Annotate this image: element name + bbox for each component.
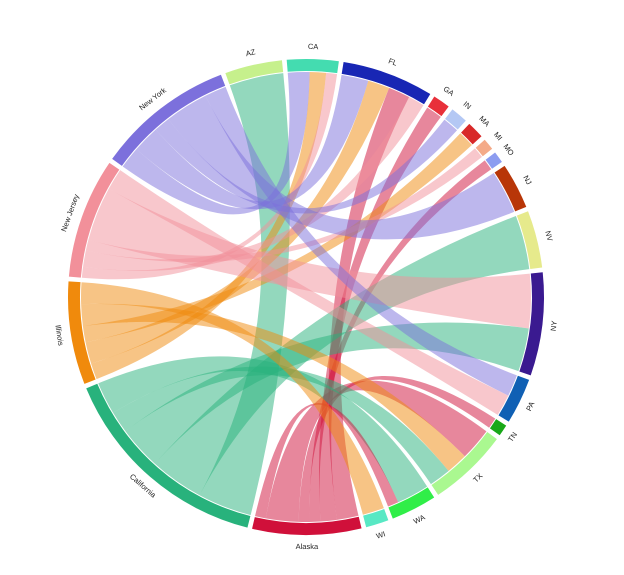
ribbon-wi-to-illinois bbox=[80, 282, 384, 515]
ribbon-in-to-new-york bbox=[155, 119, 458, 214]
segment-arc-mo bbox=[485, 152, 502, 169]
ribbon-layer bbox=[80, 71, 531, 522]
segment-arc-fl bbox=[341, 61, 431, 105]
segment-label-new-jersey: New Jersey bbox=[59, 193, 81, 233]
segment-label-illinois: Illinois bbox=[53, 324, 65, 346]
segment-label-wi: WI bbox=[375, 529, 386, 540]
segment-label-az: AZ bbox=[245, 47, 257, 58]
ribbon-pa-to-new-jersey bbox=[108, 170, 509, 415]
ribbon-wa-to-california bbox=[98, 356, 428, 503]
segment-label-alaska: Alaska bbox=[296, 542, 319, 551]
segment-arc-nv bbox=[516, 211, 543, 270]
ribbon-nj-to-new-york bbox=[168, 95, 515, 240]
ribbon-pa-to-new-york bbox=[205, 86, 517, 396]
segment-label-in: IN bbox=[462, 99, 474, 111]
segment-label-nj: NJ bbox=[521, 174, 533, 187]
ribbon-tx-to-alaska bbox=[265, 380, 487, 522]
segment-arc-in bbox=[445, 109, 466, 130]
segment-arc-az bbox=[225, 60, 284, 85]
segment-arc-ga bbox=[427, 96, 449, 117]
segment-arc-wa bbox=[388, 487, 435, 519]
ribbon-ny-to-california bbox=[125, 322, 529, 464]
ribbon-ny-to-new-jersey bbox=[88, 188, 531, 329]
segment-label-mo: MO bbox=[502, 142, 516, 157]
ribbon-ca-to-illinois bbox=[91, 72, 327, 380]
segment-arc-tn bbox=[489, 419, 507, 436]
segment-arc-new-jersey bbox=[68, 162, 120, 278]
segment-arc-ca bbox=[286, 59, 339, 74]
segment-arc-tx bbox=[431, 431, 497, 495]
segment-arc-alaska bbox=[252, 516, 362, 536]
segment-label-wa: WA bbox=[412, 513, 427, 526]
segment-label-nv: NV bbox=[543, 230, 554, 242]
segment-arc-new-york bbox=[112, 74, 226, 166]
segment-label-ca: CA bbox=[308, 42, 319, 51]
ribbon-mi-to-new-jersey bbox=[85, 148, 482, 263]
segment-label-pa: PA bbox=[524, 400, 536, 412]
segment-arc-ma bbox=[461, 123, 482, 145]
segment-label-ma: MA bbox=[477, 114, 491, 128]
segment-label-mi: MI bbox=[492, 130, 504, 142]
segment-arc-mi bbox=[475, 139, 493, 157]
ribbon-fl-to-new-jersey bbox=[83, 97, 424, 271]
ribbon-wa-to-alaska bbox=[255, 402, 399, 519]
segment-label-fl: FL bbox=[387, 56, 398, 67]
segment-arc-layer bbox=[68, 59, 544, 536]
segment-label-tn: TN bbox=[506, 430, 519, 443]
segment-arc-ny bbox=[519, 272, 544, 376]
segment-arc-nj bbox=[494, 165, 527, 212]
segment-label-ga: GA bbox=[442, 84, 456, 98]
segment-arc-california bbox=[86, 383, 251, 528]
segment-label-ny: NY bbox=[549, 320, 559, 331]
segment-arc-illinois bbox=[68, 281, 96, 384]
segment-arc-wi bbox=[363, 509, 389, 528]
ribbon-ca-to-new-york bbox=[122, 71, 310, 215]
segment-arc-pa bbox=[498, 375, 530, 422]
ribbon-tx-to-illinois bbox=[81, 303, 465, 472]
segment-label-tx: TX bbox=[471, 471, 484, 484]
ribbon-fl-to-new-york bbox=[136, 74, 369, 210]
